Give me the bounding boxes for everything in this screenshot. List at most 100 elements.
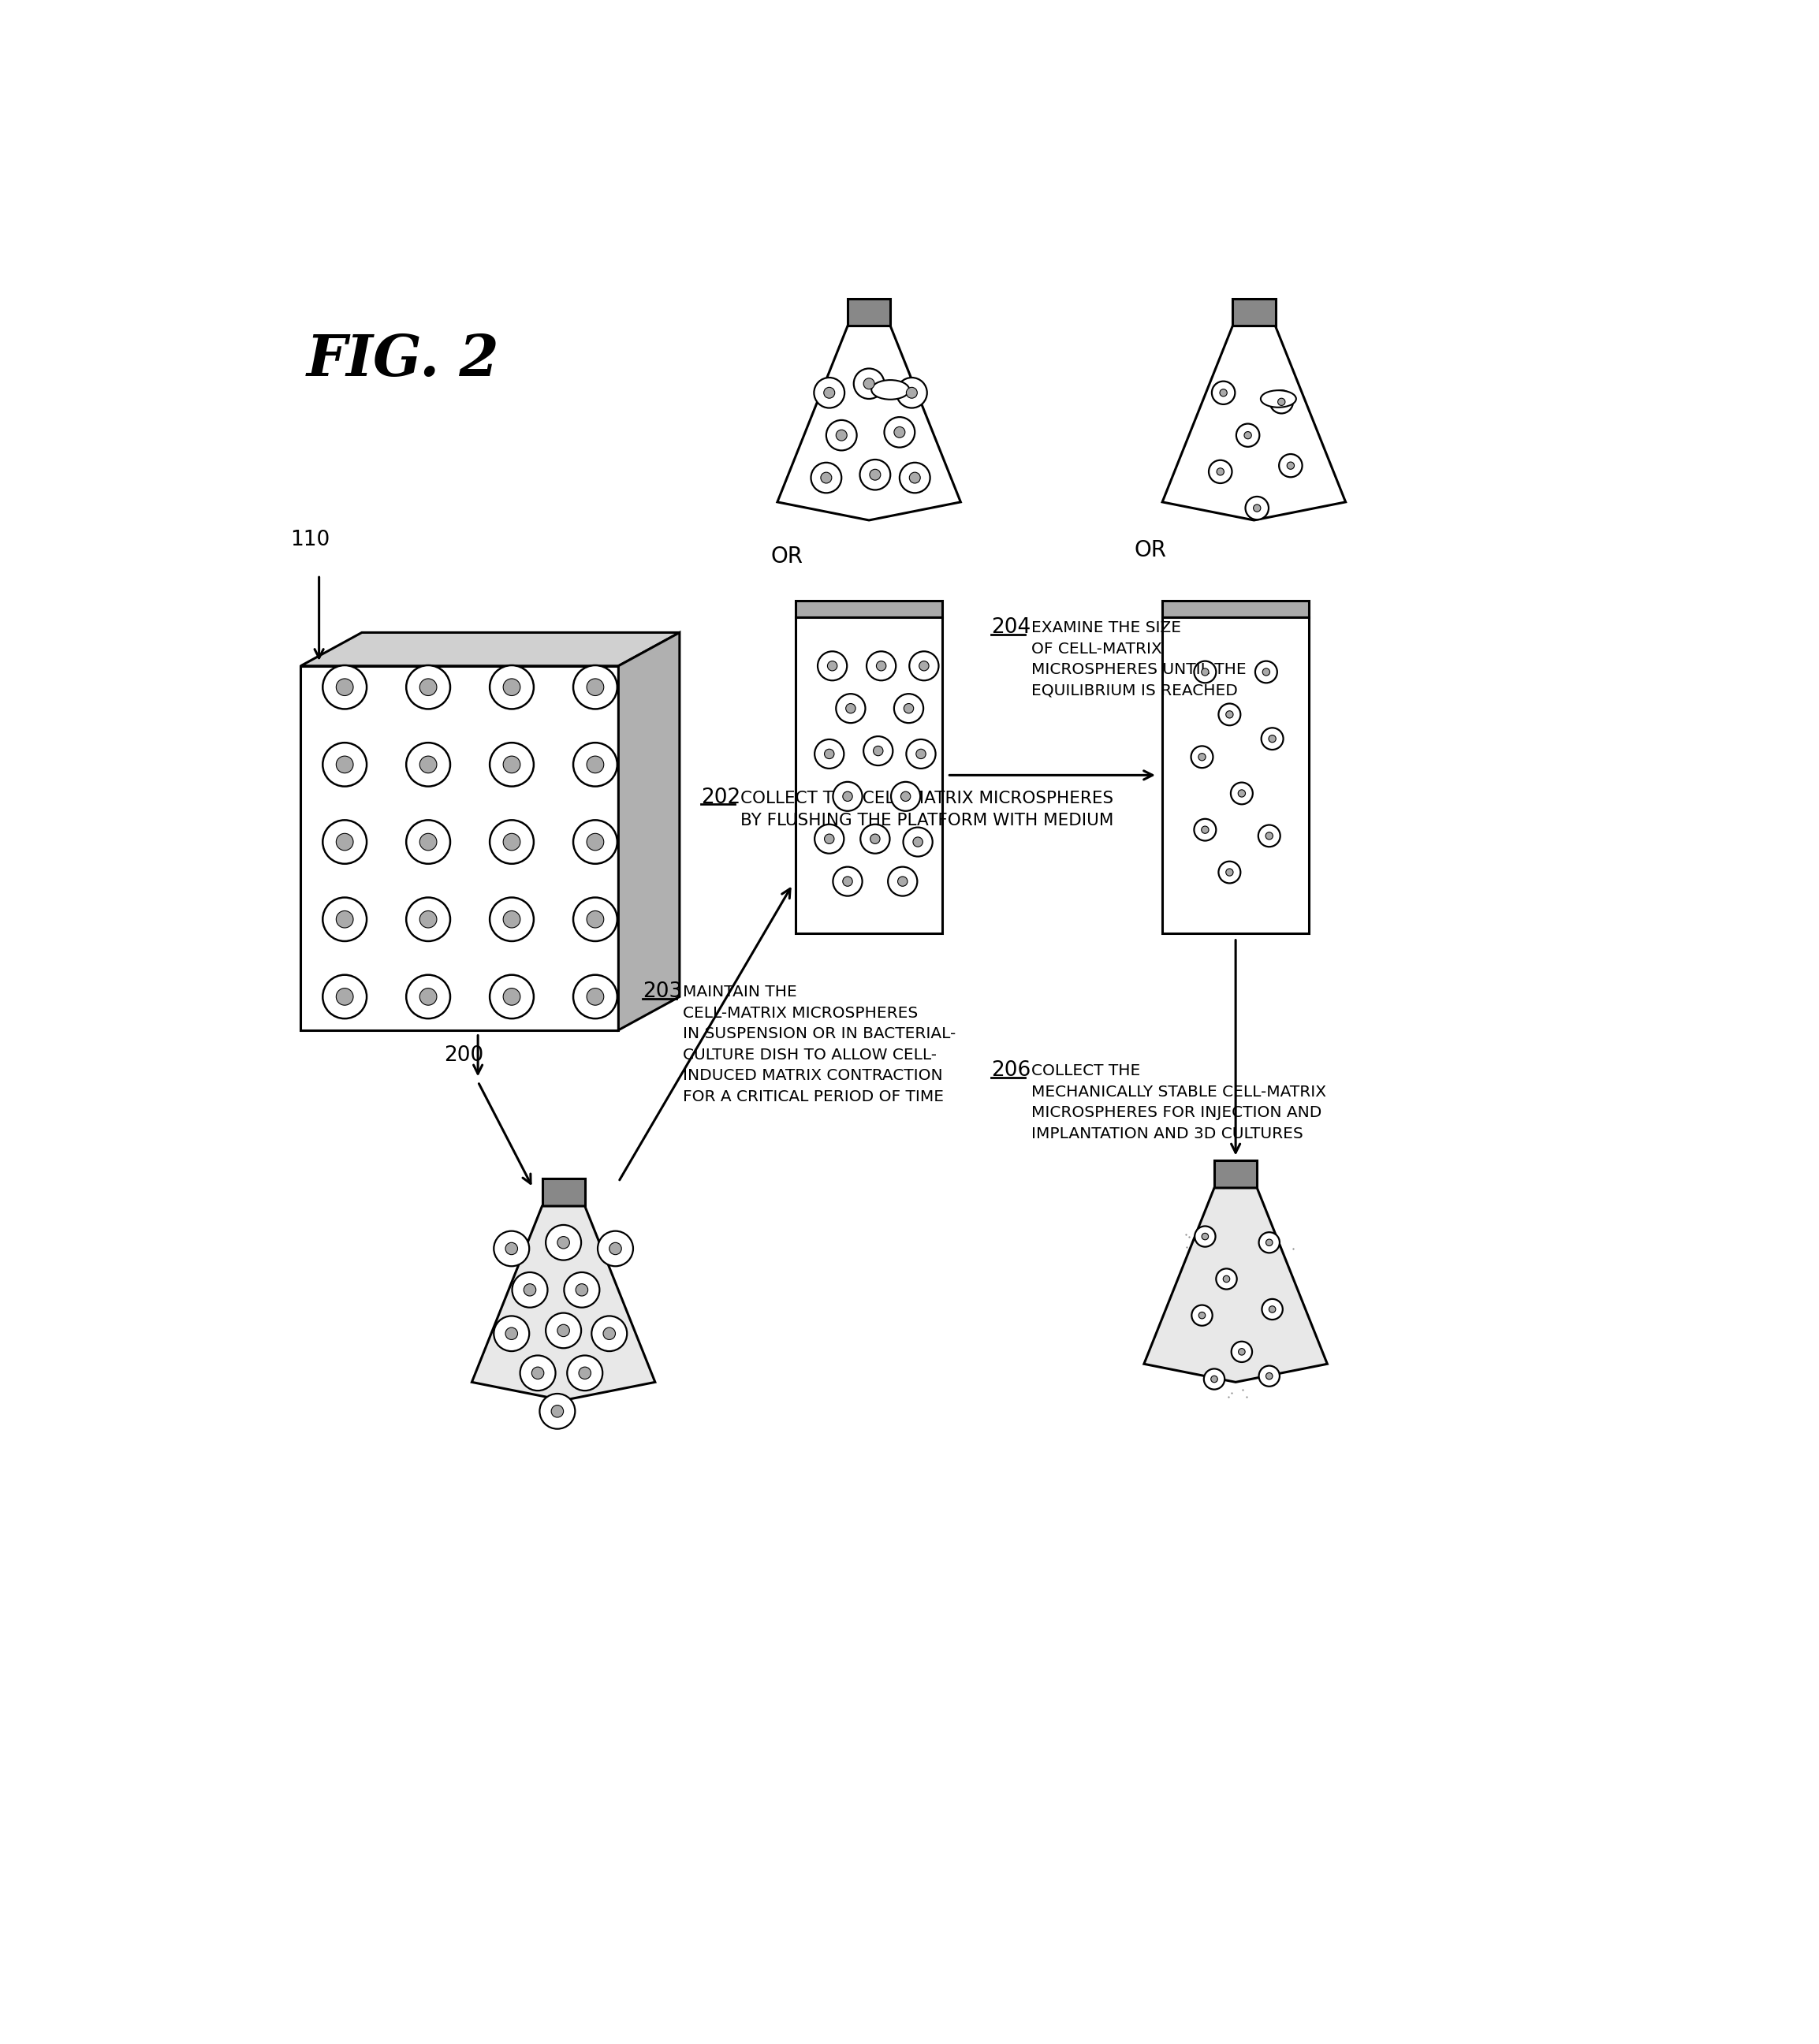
Circle shape — [846, 703, 855, 713]
Circle shape — [564, 1271, 600, 1308]
Ellipse shape — [1261, 390, 1297, 407]
Circle shape — [504, 756, 520, 773]
Circle shape — [1202, 1233, 1208, 1241]
Circle shape — [489, 742, 533, 787]
Circle shape — [1279, 454, 1302, 476]
Circle shape — [1246, 497, 1268, 519]
Circle shape — [1195, 1226, 1215, 1247]
Circle shape — [568, 1355, 602, 1390]
Circle shape — [1210, 460, 1231, 482]
Circle shape — [540, 1394, 575, 1429]
Polygon shape — [1162, 325, 1346, 521]
Circle shape — [604, 1327, 615, 1339]
Bar — [848, 298, 889, 325]
Circle shape — [406, 742, 451, 787]
Circle shape — [1288, 462, 1295, 470]
Circle shape — [1244, 431, 1251, 439]
Circle shape — [322, 975, 367, 1018]
Circle shape — [1277, 399, 1286, 405]
Ellipse shape — [871, 380, 910, 399]
Circle shape — [578, 1367, 591, 1380]
Circle shape — [337, 912, 353, 928]
Text: FIG. 2: FIG. 2 — [307, 331, 500, 388]
Circle shape — [1199, 1312, 1206, 1318]
Circle shape — [406, 664, 451, 709]
Polygon shape — [471, 1206, 655, 1400]
Circle shape — [869, 470, 880, 480]
Circle shape — [837, 693, 866, 724]
Circle shape — [546, 1312, 582, 1349]
Circle shape — [1226, 711, 1233, 717]
Circle shape — [1191, 746, 1213, 769]
Circle shape — [513, 1271, 548, 1308]
Circle shape — [888, 867, 917, 895]
Circle shape — [813, 378, 844, 409]
Circle shape — [1262, 668, 1270, 677]
Circle shape — [337, 987, 353, 1006]
Circle shape — [1270, 1306, 1275, 1312]
Circle shape — [1255, 660, 1277, 683]
Circle shape — [506, 1243, 518, 1255]
Circle shape — [489, 664, 533, 709]
Circle shape — [900, 462, 930, 493]
Text: 200: 200 — [444, 1044, 484, 1065]
Circle shape — [1193, 660, 1217, 683]
Circle shape — [904, 828, 933, 856]
Circle shape — [819, 652, 848, 681]
Circle shape — [866, 652, 897, 681]
Circle shape — [489, 897, 533, 940]
Circle shape — [917, 748, 926, 758]
Circle shape — [489, 975, 533, 1018]
Circle shape — [824, 834, 835, 844]
Circle shape — [904, 703, 913, 713]
Circle shape — [504, 987, 520, 1006]
Circle shape — [504, 679, 520, 695]
Polygon shape — [618, 632, 680, 1030]
Circle shape — [897, 378, 928, 409]
Text: 110: 110 — [289, 529, 329, 550]
Text: 204: 204 — [991, 617, 1031, 638]
Circle shape — [322, 897, 367, 940]
Circle shape — [1253, 505, 1261, 511]
Circle shape — [895, 427, 906, 437]
Circle shape — [420, 679, 437, 695]
Circle shape — [588, 756, 604, 773]
Circle shape — [573, 742, 617, 787]
Circle shape — [811, 462, 842, 493]
Circle shape — [1201, 826, 1210, 834]
Circle shape — [504, 834, 520, 850]
Circle shape — [1221, 388, 1228, 397]
Bar — [542, 1179, 586, 1206]
Circle shape — [531, 1367, 544, 1380]
Circle shape — [591, 1316, 628, 1351]
Circle shape — [1217, 468, 1224, 476]
Text: 206: 206 — [991, 1061, 1031, 1081]
Circle shape — [828, 660, 837, 670]
Polygon shape — [1144, 1188, 1328, 1382]
Circle shape — [337, 679, 353, 695]
Circle shape — [406, 820, 451, 865]
Circle shape — [1261, 728, 1282, 750]
Bar — [1162, 617, 1310, 932]
Circle shape — [884, 417, 915, 448]
Circle shape — [815, 824, 844, 854]
Circle shape — [406, 975, 451, 1018]
Text: EXAMINE THE SIZE
OF CELL-MATRIX
MICROSPHERES UNTIL THE
EQUILIBRIUM IS REACHED: EXAMINE THE SIZE OF CELL-MATRIX MICROSPH… — [1031, 621, 1246, 699]
Circle shape — [1222, 1275, 1230, 1282]
Circle shape — [842, 791, 853, 801]
Circle shape — [1199, 754, 1206, 760]
Circle shape — [337, 834, 353, 850]
Circle shape — [573, 897, 617, 940]
Circle shape — [524, 1284, 537, 1296]
Circle shape — [837, 429, 848, 442]
Circle shape — [1211, 1376, 1217, 1382]
Circle shape — [1219, 861, 1241, 883]
Circle shape — [588, 834, 604, 850]
Circle shape — [1219, 703, 1241, 726]
Circle shape — [860, 824, 889, 854]
Circle shape — [504, 912, 520, 928]
Circle shape — [1191, 1304, 1213, 1327]
Circle shape — [573, 975, 617, 1018]
Polygon shape — [300, 632, 680, 666]
Circle shape — [824, 748, 835, 758]
